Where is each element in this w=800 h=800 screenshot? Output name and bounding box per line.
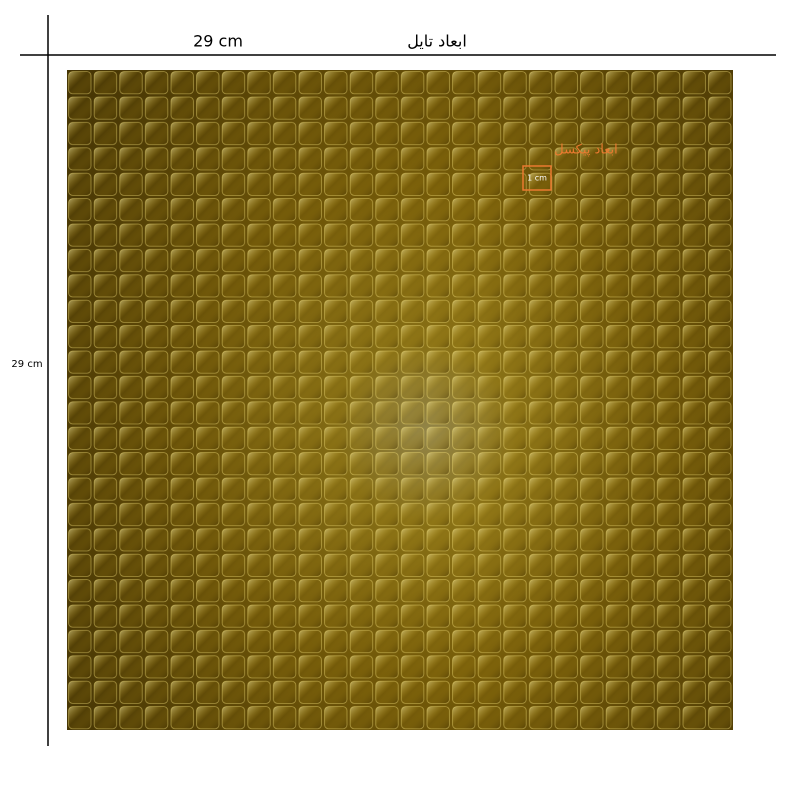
height-label: 29 cm (11, 359, 42, 370)
dimension-lines (20, 15, 776, 746)
width-label: 29 cm (193, 32, 243, 51)
pixel-title: ابعاد پیکسل (554, 143, 618, 158)
title: ابعاد تایل (407, 32, 467, 51)
pixel-box (522, 165, 552, 191)
pixel-size: 1 cm (527, 174, 547, 183)
tile-grid (67, 70, 733, 730)
tile-photo (67, 70, 733, 730)
